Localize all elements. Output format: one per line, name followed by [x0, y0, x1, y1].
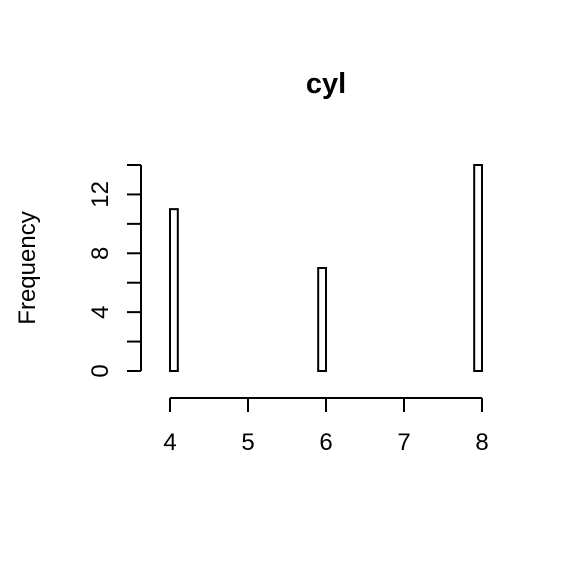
y-axis: 0 4 8 12 — [87, 164, 142, 378]
x-tick-label-3: 7 — [397, 429, 410, 456]
y-tick-label-0: 0 — [87, 364, 114, 377]
x-tick-label-2: 6 — [319, 429, 332, 456]
y-tick-label-6: 12 — [87, 181, 114, 208]
chart-title: cyl — [306, 68, 346, 100]
histogram-bar-19 — [317, 267, 328, 372]
histogram-bar-39 — [473, 164, 484, 372]
histogram-bar-0 — [169, 208, 179, 372]
bars-group — [169, 164, 484, 372]
x-tick-label-0: 4 — [163, 429, 176, 456]
x-axis: 4 5 6 7 8 — [163, 397, 489, 456]
y-axis-label: Frequency — [14, 211, 41, 324]
x-tick-label-4: 8 — [475, 429, 488, 456]
x-tick-label-1: 5 — [241, 429, 254, 456]
y-tick-label-4: 8 — [87, 247, 114, 260]
y-tick-label-2: 4 — [87, 305, 114, 318]
